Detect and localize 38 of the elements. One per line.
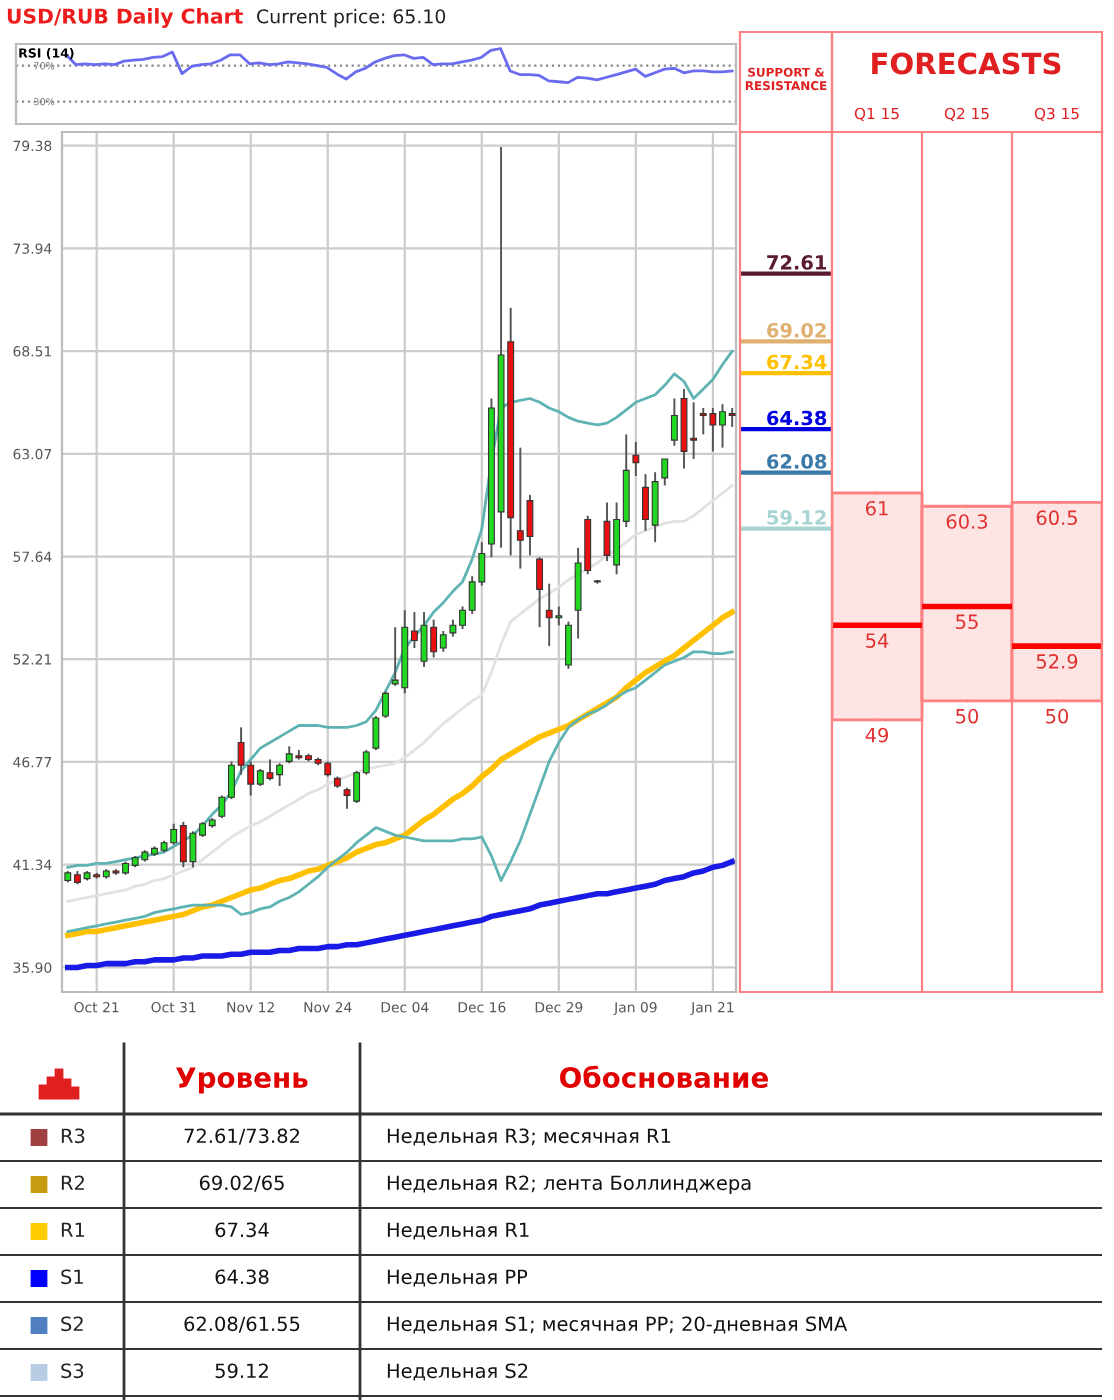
ref-line-label: 69.02 xyxy=(767,322,826,338)
text: 67.34 xyxy=(215,1222,269,1238)
text: Недельная R1 xyxy=(387,1222,529,1240)
chart-title: FORECASTS xyxy=(872,52,1061,75)
text: Уровень xyxy=(176,1067,308,1094)
text: Недельная PP xyxy=(387,1269,528,1287)
ref-line-label: 62.08 xyxy=(767,454,827,469)
category-label: R2 xyxy=(61,1175,84,1190)
category-label: S2 xyxy=(61,1316,83,1332)
annotation: 55 xyxy=(956,614,978,630)
ref-line-label: 64.38 xyxy=(767,410,827,426)
annotation: 60.5 xyxy=(1036,510,1077,526)
chart-title: USD/RUB Daily Chart xyxy=(7,8,243,28)
text: 62.08/61.55 xyxy=(184,1316,300,1333)
annotation: 50 xyxy=(1046,708,1069,724)
annotation: 50 xyxy=(956,708,979,724)
text: 59.12 xyxy=(215,1363,268,1379)
text: Недельная R3; месячная R1 xyxy=(387,1128,671,1146)
category-label: S1 xyxy=(61,1269,83,1285)
text: Недельная R2; лента Боллинджера xyxy=(387,1175,751,1194)
text: 69.02/65 xyxy=(199,1175,284,1192)
ref-line-label: 67.34 xyxy=(767,354,827,370)
chart-subtitle: Current price: 65.10 xyxy=(257,8,446,28)
text: 64.38 xyxy=(215,1269,269,1285)
annotation: 52.9 xyxy=(1036,654,1078,669)
annotation: 61 xyxy=(865,500,888,516)
text: Недельная S2 xyxy=(387,1363,528,1381)
ref-line-label: 72.61 xyxy=(767,255,827,270)
text: 72.61/73.82 xyxy=(184,1128,299,1145)
annotation: 49 xyxy=(865,727,888,743)
text: Обоснование xyxy=(560,1065,768,1089)
annotation: 60.3 xyxy=(946,514,988,529)
category-label: S3 xyxy=(61,1363,84,1379)
text: Недельная S1; месячная PP; 20-дневная SMA xyxy=(387,1316,848,1334)
category-label: R3 xyxy=(61,1128,85,1144)
ref-line-label: 59.12 xyxy=(767,510,826,525)
category-label: R1 xyxy=(61,1222,85,1237)
annotation: 54 xyxy=(866,633,889,648)
